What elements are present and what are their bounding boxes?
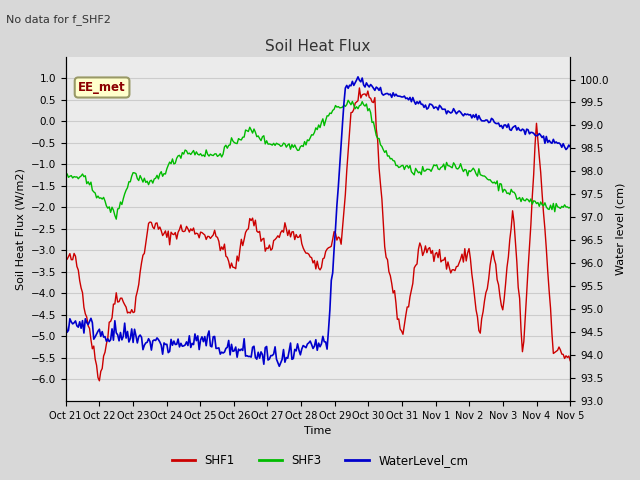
Y-axis label: Soil Heat Flux (W/m2): Soil Heat Flux (W/m2) <box>15 168 25 289</box>
X-axis label: Time: Time <box>304 426 332 436</box>
SHF1 <box>62 254 70 260</box>
WaterLevel_cm <box>229 348 237 354</box>
SHF1 <box>125 309 132 315</box>
WaterLevel_cm <box>354 74 362 80</box>
Y-axis label: Water level (cm): Water level (cm) <box>615 182 625 275</box>
SHF1 <box>541 226 548 232</box>
SHF3 <box>62 173 70 179</box>
SHF3 <box>214 154 221 159</box>
SHF3 <box>566 204 574 210</box>
Legend: SHF1, SHF3, WaterLevel_cm: SHF1, SHF3, WaterLevel_cm <box>167 449 473 472</box>
SHF3 <box>113 216 120 222</box>
SHF3 <box>125 179 132 185</box>
SHF1 <box>214 234 221 240</box>
SHF1 <box>95 378 103 384</box>
SHF3 <box>230 140 238 145</box>
SHF1 <box>566 358 574 364</box>
SHF3 <box>239 134 246 140</box>
WaterLevel_cm <box>284 355 292 361</box>
SHF1 <box>239 243 246 249</box>
WaterLevel_cm <box>237 346 245 352</box>
Title: Soil Heat Flux: Soil Heat Flux <box>265 39 371 54</box>
SHF1 <box>230 264 238 270</box>
SHF3 <box>284 142 292 148</box>
SHF1 <box>284 233 292 239</box>
WaterLevel_cm <box>212 346 220 351</box>
WaterLevel_cm <box>62 318 70 324</box>
WaterLevel_cm <box>124 329 131 335</box>
Line: SHF3: SHF3 <box>66 100 570 219</box>
WaterLevel_cm <box>541 140 548 146</box>
SHF1 <box>356 85 364 91</box>
SHF3 <box>541 200 548 205</box>
WaterLevel_cm <box>275 363 283 369</box>
SHF3 <box>344 97 352 103</box>
Line: SHF1: SHF1 <box>66 88 570 381</box>
WaterLevel_cm <box>566 144 574 150</box>
Text: EE_met: EE_met <box>78 81 126 94</box>
Text: No data for f_SHF2: No data for f_SHF2 <box>6 14 111 25</box>
Line: WaterLevel_cm: WaterLevel_cm <box>66 77 570 366</box>
